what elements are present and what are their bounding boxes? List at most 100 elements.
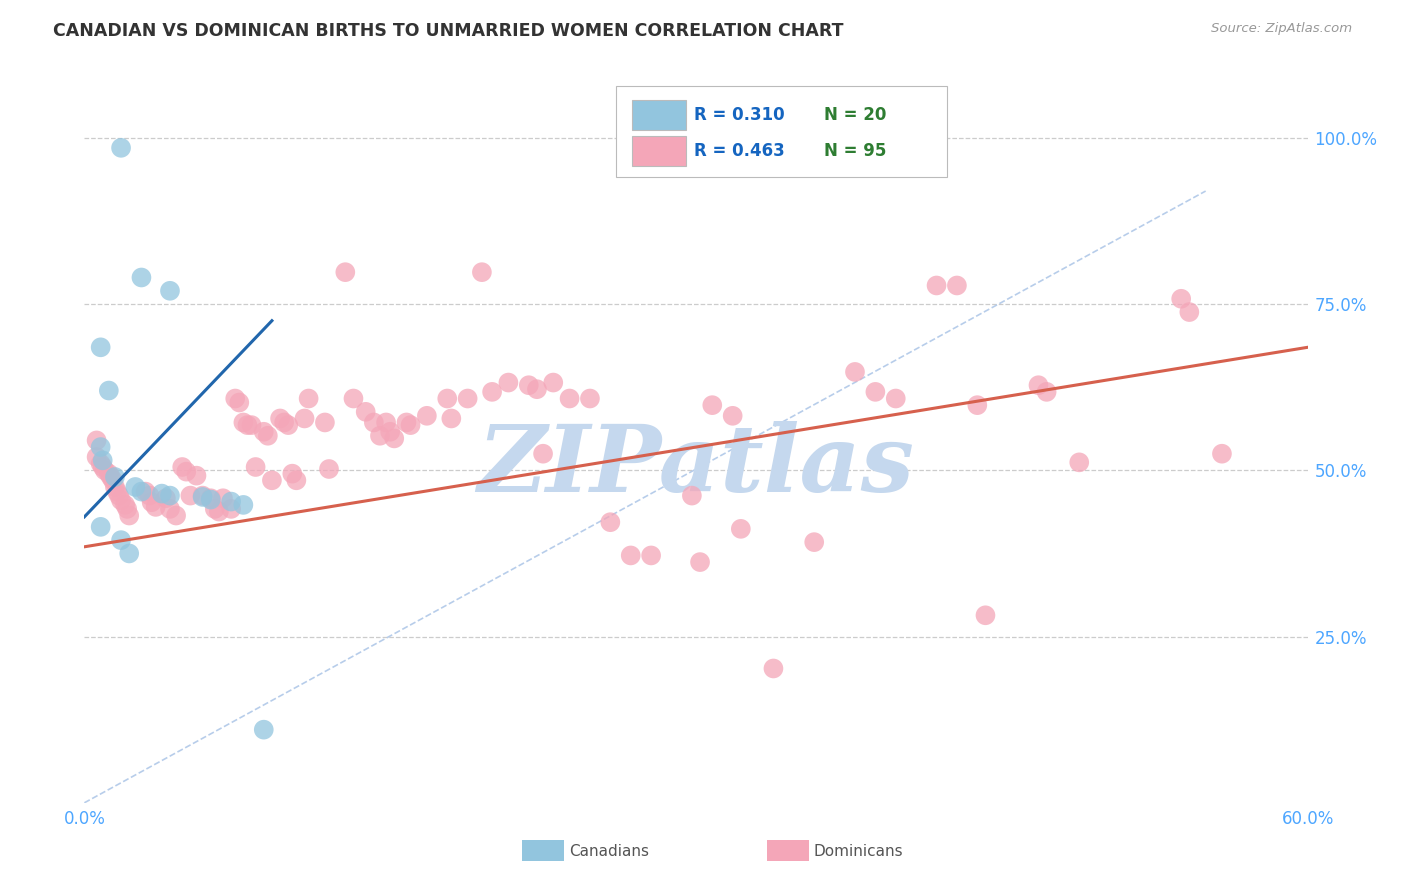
- Point: [240, 418, 263, 433]
- Text: R = 0.310: R = 0.310: [693, 105, 785, 123]
- Point: [114, 498, 136, 512]
- Point: [90, 520, 112, 534]
- Point: [803, 535, 825, 549]
- Point: [318, 462, 340, 476]
- Point: [702, 398, 724, 412]
- Text: N = 95: N = 95: [824, 142, 887, 160]
- Text: Source: ZipAtlas.com: Source: ZipAtlas.com: [1212, 22, 1353, 36]
- Point: [174, 465, 197, 479]
- Point: [640, 549, 662, 563]
- Point: [228, 395, 250, 409]
- Point: [269, 411, 291, 425]
- Point: [314, 416, 336, 430]
- Point: [721, 409, 744, 423]
- Point: [335, 265, 357, 279]
- Point: [416, 409, 439, 423]
- Text: Dominicans: Dominicans: [814, 844, 903, 859]
- Point: [105, 484, 128, 499]
- Point: [90, 440, 112, 454]
- Point: [579, 392, 602, 406]
- Point: [298, 392, 321, 406]
- Point: [100, 470, 122, 484]
- FancyBboxPatch shape: [616, 86, 946, 178]
- Point: [219, 502, 242, 516]
- Point: [517, 378, 540, 392]
- Point: [395, 416, 418, 430]
- Point: [436, 392, 458, 406]
- Text: ZIPatlas: ZIPatlas: [478, 421, 914, 511]
- Point: [93, 463, 115, 477]
- Point: [104, 480, 127, 494]
- Point: [212, 491, 235, 506]
- Point: [440, 411, 463, 425]
- Text: CANADIAN VS DOMINICAN BIRTHS TO UNMARRIED WOMEN CORRELATION CHART: CANADIAN VS DOMINICAN BIRTHS TO UNMARRIE…: [53, 22, 844, 40]
- Point: [865, 384, 887, 399]
- Point: [159, 489, 181, 503]
- Point: [118, 508, 141, 523]
- Point: [150, 486, 173, 500]
- Point: [179, 489, 201, 503]
- Point: [172, 460, 194, 475]
- Point: [191, 489, 214, 503]
- Point: [281, 467, 304, 481]
- Point: [90, 457, 112, 471]
- Point: [681, 489, 703, 503]
- Point: [974, 608, 997, 623]
- FancyBboxPatch shape: [633, 136, 686, 167]
- Point: [245, 460, 267, 475]
- Point: [1211, 447, 1233, 461]
- Point: [145, 500, 167, 514]
- Point: [368, 429, 391, 443]
- Point: [342, 392, 364, 406]
- Point: [204, 502, 226, 516]
- Point: [844, 365, 866, 379]
- Point: [159, 284, 181, 298]
- Point: [375, 416, 398, 430]
- Point: [131, 270, 153, 285]
- FancyBboxPatch shape: [766, 840, 808, 862]
- Point: [946, 278, 969, 293]
- Point: [141, 495, 163, 509]
- Point: [224, 392, 246, 406]
- Point: [730, 522, 752, 536]
- Point: [399, 418, 422, 433]
- Point: [191, 490, 214, 504]
- Point: [232, 498, 254, 512]
- Point: [159, 502, 181, 516]
- Point: [457, 392, 479, 406]
- Point: [115, 502, 138, 516]
- Point: [86, 450, 108, 464]
- Point: [110, 141, 132, 155]
- Point: [208, 504, 231, 518]
- Point: [498, 376, 520, 390]
- Point: [471, 265, 494, 279]
- Point: [762, 661, 785, 675]
- Point: [97, 384, 120, 398]
- Point: [124, 480, 146, 494]
- Point: [481, 384, 503, 399]
- Point: [1069, 455, 1091, 469]
- Point: [232, 416, 254, 430]
- Point: [558, 392, 581, 406]
- Point: [253, 425, 276, 439]
- FancyBboxPatch shape: [522, 840, 564, 862]
- Point: [1178, 305, 1201, 319]
- Point: [186, 468, 208, 483]
- Point: [104, 470, 127, 484]
- FancyBboxPatch shape: [633, 100, 686, 130]
- Point: [1035, 384, 1057, 399]
- Text: R = 0.463: R = 0.463: [693, 142, 785, 160]
- Point: [1028, 378, 1050, 392]
- Point: [135, 484, 157, 499]
- Point: [689, 555, 711, 569]
- Point: [138, 489, 160, 503]
- Point: [285, 473, 308, 487]
- Point: [277, 418, 299, 433]
- Point: [118, 546, 141, 560]
- Point: [363, 416, 385, 430]
- Point: [257, 429, 280, 443]
- Point: [108, 489, 131, 503]
- Point: [131, 484, 153, 499]
- Point: [155, 491, 177, 506]
- Point: [543, 376, 565, 390]
